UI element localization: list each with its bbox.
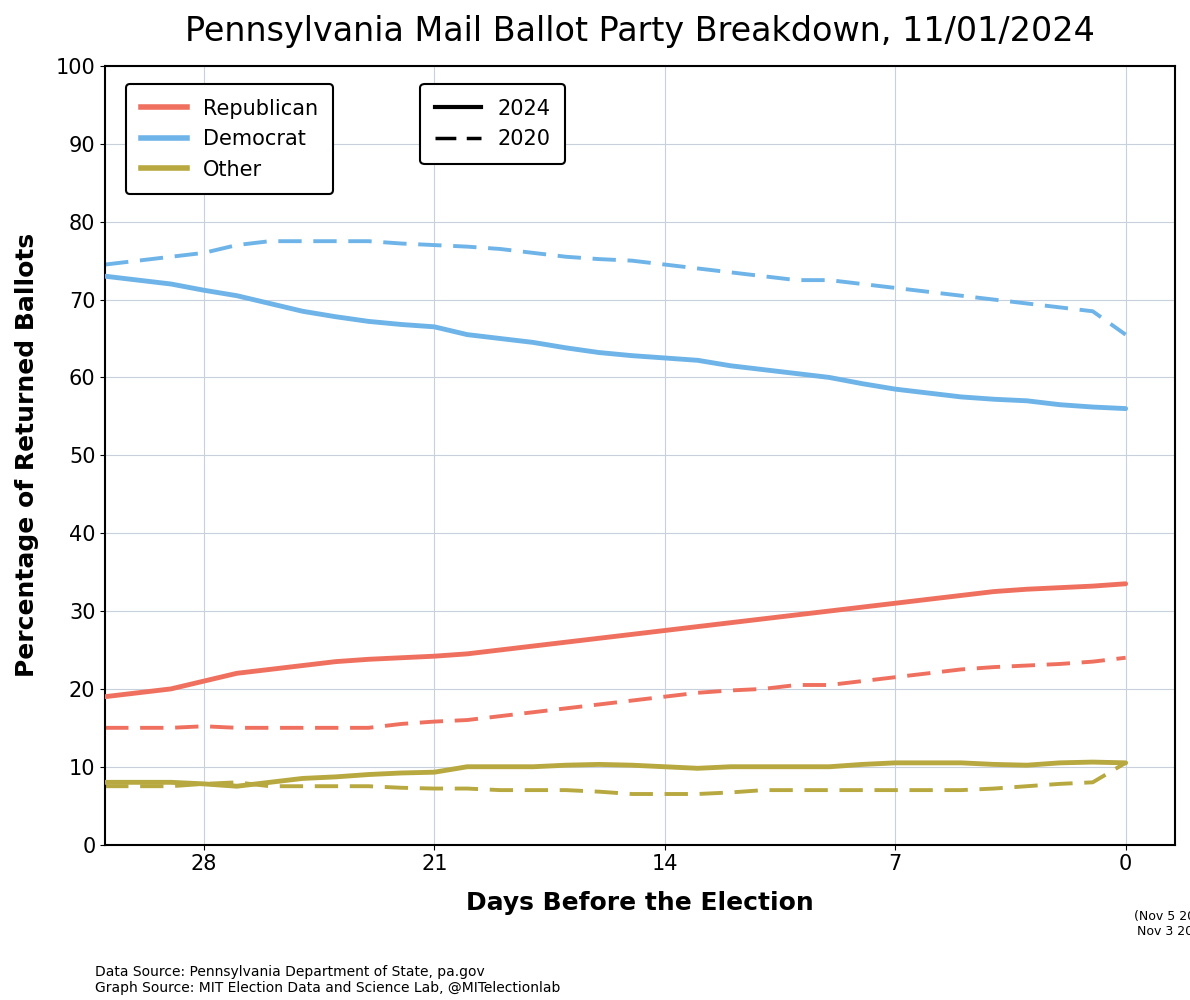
Title: Pennsylvania Mail Ballot Party Breakdown, 11/01/2024: Pennsylvania Mail Ballot Party Breakdown… xyxy=(186,15,1095,48)
Legend: 2024, 2020: 2024, 2020 xyxy=(420,84,565,164)
Text: Data Source: Pennsylvania Department of State, pa.gov
Graph Source: MIT Election: Data Source: Pennsylvania Department of … xyxy=(95,965,560,995)
Text: (Nov 5 2024/
Nov 3 2020): (Nov 5 2024/ Nov 3 2020) xyxy=(1134,910,1190,938)
Y-axis label: Percentage of Returned Ballots: Percentage of Returned Ballots xyxy=(15,233,39,677)
X-axis label: Days Before the Election: Days Before the Election xyxy=(466,891,814,915)
